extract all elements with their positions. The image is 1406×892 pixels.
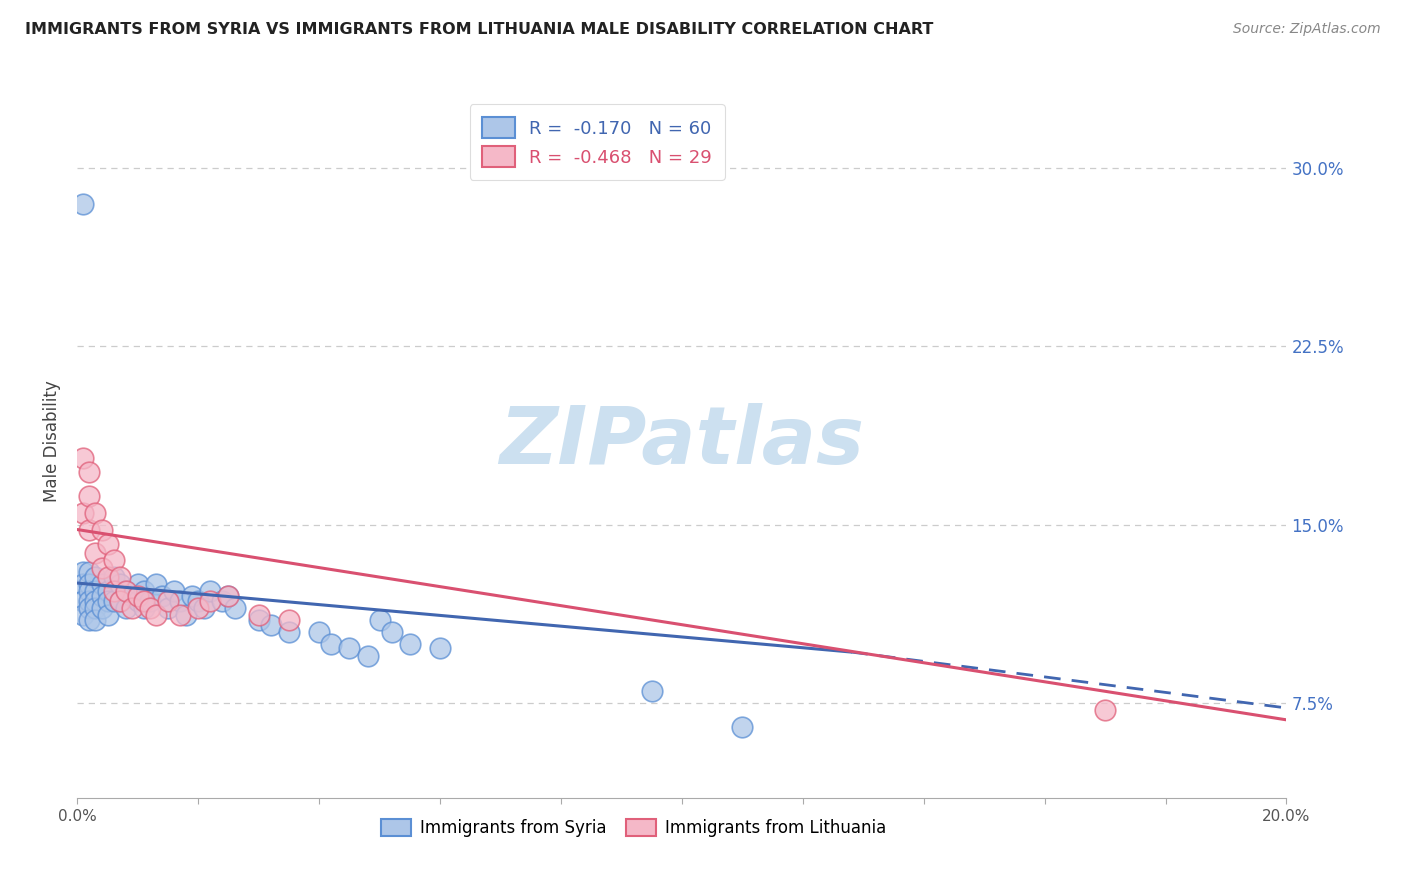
Text: Source: ZipAtlas.com: Source: ZipAtlas.com	[1233, 22, 1381, 37]
Point	[121, 589, 143, 603]
Point	[90, 577, 112, 591]
Point	[90, 589, 112, 603]
Text: IMMIGRANTS FROM SYRIA VS IMMIGRANTS FROM LITHUANIA MALE DISABILITY CORRELATION C: IMMIGRANTS FROM SYRIA VS IMMIGRANTS FROM…	[25, 22, 934, 37]
Point	[96, 584, 118, 599]
Point	[260, 617, 283, 632]
Text: ZIPatlas: ZIPatlas	[499, 402, 865, 481]
Point	[187, 594, 209, 608]
Point	[132, 601, 155, 615]
Point	[157, 594, 180, 608]
Point	[72, 506, 94, 520]
Point	[84, 546, 107, 560]
Point	[127, 577, 149, 591]
Point	[132, 594, 155, 608]
Point	[84, 601, 107, 615]
Point	[247, 608, 270, 623]
Legend: Immigrants from Syria, Immigrants from Lithuania: Immigrants from Syria, Immigrants from L…	[374, 812, 893, 844]
Point	[218, 589, 240, 603]
Point	[200, 594, 222, 608]
Point	[114, 584, 136, 599]
Point	[84, 584, 107, 599]
Point	[247, 613, 270, 627]
Y-axis label: Male Disability: Male Disability	[44, 381, 62, 502]
Point	[72, 566, 94, 580]
Point	[127, 594, 149, 608]
Point	[193, 601, 215, 615]
Point	[108, 594, 131, 608]
Point	[84, 570, 107, 584]
Point	[108, 570, 131, 584]
Point	[429, 641, 451, 656]
Point	[79, 601, 101, 615]
Point	[79, 523, 101, 537]
Point	[103, 570, 125, 584]
Point	[84, 613, 107, 627]
Point	[79, 577, 101, 591]
Point	[72, 577, 94, 591]
Point	[114, 584, 136, 599]
Point	[72, 594, 94, 608]
Point	[72, 196, 94, 211]
Point	[132, 584, 155, 599]
Point	[169, 594, 191, 608]
Point	[218, 589, 240, 603]
Point	[641, 684, 664, 698]
Point	[79, 566, 101, 580]
Point	[103, 594, 125, 608]
Point	[96, 570, 118, 584]
Point	[169, 608, 191, 623]
Point	[79, 466, 101, 480]
Point	[127, 589, 149, 603]
Point	[139, 594, 162, 608]
Point	[96, 537, 118, 551]
Point	[187, 601, 209, 615]
Point	[103, 553, 125, 567]
Point	[145, 608, 167, 623]
Point	[96, 594, 118, 608]
Point	[103, 584, 125, 599]
Point	[399, 637, 422, 651]
Point	[84, 594, 107, 608]
Point	[368, 613, 391, 627]
Point	[114, 601, 136, 615]
Point	[337, 641, 360, 656]
Point	[150, 589, 173, 603]
Point	[108, 594, 131, 608]
Point	[108, 577, 131, 591]
Point	[157, 601, 180, 615]
Point	[321, 637, 343, 651]
Point	[211, 594, 233, 608]
Point	[174, 608, 197, 623]
Point	[72, 451, 94, 466]
Point	[200, 584, 222, 599]
Point	[79, 489, 101, 503]
Point	[84, 506, 107, 520]
Point	[72, 608, 94, 623]
Point	[731, 720, 754, 734]
Point	[308, 624, 330, 639]
Point	[1094, 703, 1116, 717]
Point	[79, 584, 101, 599]
Point	[278, 613, 301, 627]
Point	[79, 613, 101, 627]
Point	[163, 584, 186, 599]
Point	[90, 523, 112, 537]
Point	[121, 601, 143, 615]
Point	[79, 594, 101, 608]
Point	[96, 608, 118, 623]
Point	[181, 589, 204, 603]
Point	[278, 624, 301, 639]
Point	[356, 648, 378, 663]
Point	[139, 601, 162, 615]
Point	[90, 601, 112, 615]
Point	[381, 624, 404, 639]
Point	[224, 601, 246, 615]
Point	[90, 560, 112, 574]
Point	[145, 577, 167, 591]
